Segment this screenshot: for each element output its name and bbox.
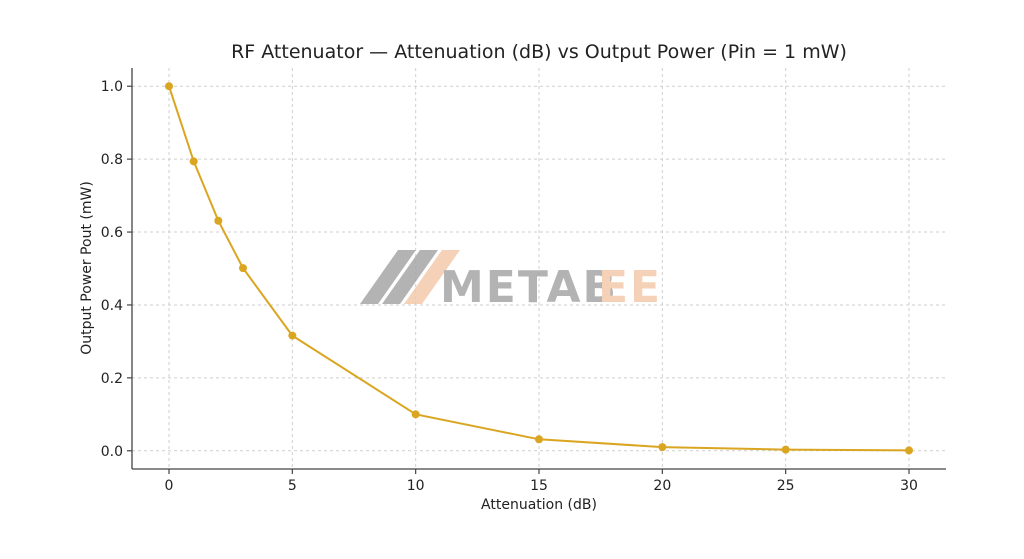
data-point <box>288 331 297 340</box>
data-point <box>189 157 198 166</box>
data-point <box>535 435 543 444</box>
y-tick-label: 0.8 <box>101 152 123 168</box>
x-tick-label: 15 <box>530 478 548 494</box>
x-tick-label: 30 <box>900 478 918 494</box>
y-tick-label: 0.6 <box>101 225 123 241</box>
series-layer <box>165 82 913 455</box>
watermark-logo: METAB EE <box>360 250 662 313</box>
y-axis-label: Output Power Pout (mW) <box>79 181 95 355</box>
data-point <box>214 216 223 225</box>
x-axis-ticks: 0 5 10 15 20 25 30 <box>165 469 918 494</box>
series-line <box>168 85 910 452</box>
x-tick-label: 0 <box>165 478 174 494</box>
x-tick-label: 25 <box>777 478 795 494</box>
watermark-stripe <box>404 250 460 304</box>
data-point <box>781 445 790 454</box>
data-point <box>905 446 913 455</box>
data-point <box>658 443 667 452</box>
watermark-text-left: METAB <box>440 262 618 313</box>
data-point <box>239 264 247 273</box>
watermark-text-right: EE <box>598 262 662 313</box>
x-tick-label: 5 <box>288 478 297 494</box>
watermark-stripe <box>360 250 416 304</box>
watermark-stripe <box>382 250 438 304</box>
x-axis-label: Attenuation (dB) <box>481 497 597 513</box>
y-tick-label: 0.4 <box>101 298 123 314</box>
x-tick-label: 10 <box>407 478 425 494</box>
data-point <box>165 82 173 91</box>
x-tick-label: 20 <box>653 478 671 494</box>
y-tick-label: 0.0 <box>101 444 123 460</box>
chart-title: RF Attenuator — Attenuation (dB) vs Outp… <box>231 41 847 63</box>
grid-lines <box>132 68 946 469</box>
y-tick-label: 0.2 <box>101 371 123 387</box>
y-tick-label: 1.0 <box>101 79 123 95</box>
data-point <box>411 410 420 419</box>
y-axis-ticks: 0.0 0.2 0.4 0.6 0.8 1.0 <box>101 79 132 460</box>
